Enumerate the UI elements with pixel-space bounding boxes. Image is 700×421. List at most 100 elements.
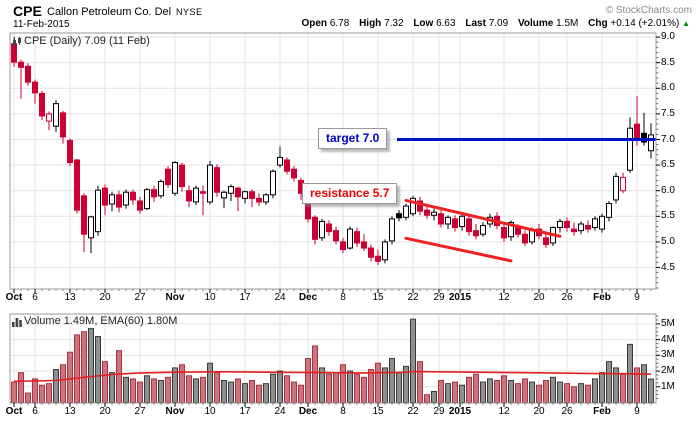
volume-bar [235, 378, 241, 404]
date-tick-label: 24 [274, 292, 286, 303]
candle-body [634, 123, 640, 139]
candle-body [319, 220, 325, 239]
candle-body [641, 132, 647, 143]
channel-trendline [404, 198, 562, 238]
candle-body [25, 65, 31, 83]
candle-body [333, 230, 339, 242]
price-tick-label: 6.0 [661, 184, 675, 196]
candle-body [375, 255, 381, 262]
open-value: 6.78 [329, 18, 350, 29]
date-tick-label: Dec [298, 406, 318, 417]
candle-body [529, 230, 535, 243]
candle-body [207, 164, 213, 203]
candle-body [438, 213, 444, 225]
chg-label: Chg [588, 18, 608, 29]
volume-bar [424, 394, 430, 404]
volume-bar [550, 376, 556, 403]
volume-bar [473, 373, 479, 404]
date-tick-label: 8 [340, 406, 346, 417]
volume-bar [81, 331, 87, 404]
price-tick-label: 4.5 [661, 261, 675, 273]
candle-body [277, 156, 283, 166]
stockcharts-watermark: © StockCharts.com [605, 5, 692, 16]
volume-bar [606, 361, 612, 403]
exchange-label: NYSE [176, 7, 203, 17]
candle-body [606, 203, 612, 218]
volume-bar [95, 335, 101, 404]
candle-body [46, 113, 52, 122]
candle-body [578, 223, 584, 232]
axis-ticks [13, 36, 660, 407]
volume-bar [221, 379, 227, 404]
candle-body [557, 220, 563, 229]
candle-body [88, 216, 94, 239]
last-value: 7.09 [488, 18, 509, 29]
candle-body [389, 218, 395, 242]
candle-body [620, 176, 626, 192]
volume-bar [109, 372, 115, 403]
candle-body [424, 209, 430, 216]
volume-bar [340, 364, 346, 404]
volume-bar [102, 361, 108, 403]
date-tick-label: 6 [32, 292, 38, 303]
candle-body [186, 190, 192, 202]
candle-body [543, 237, 549, 245]
volume-bar [347, 370, 353, 403]
volume-bar [263, 383, 269, 403]
volume-bar [214, 372, 220, 403]
date-tick-label: 6 [32, 406, 38, 417]
date-tick-label: 13 [64, 292, 76, 303]
quote-summary: Open 6.78 High 7.32 Low 6.63 Last 7.09 V… [301, 18, 690, 29]
candle-body [326, 223, 332, 233]
date-tick-label: 12 [498, 292, 510, 303]
open-label: Open [301, 18, 328, 29]
candle-body [480, 225, 486, 235]
volume-bar [354, 373, 360, 404]
date-tick-label: 13 [64, 406, 76, 417]
candle-body [368, 247, 374, 258]
date-tick-label: 29 [433, 406, 445, 417]
candle-body [39, 92, 45, 117]
volume-tick-label: 5M [661, 317, 675, 329]
volume-bar [417, 361, 423, 403]
candle-body [522, 233, 528, 244]
volume-label: Volume [517, 18, 554, 29]
volume-bar [116, 350, 122, 403]
candle-body [249, 191, 255, 199]
candle-body [431, 211, 437, 216]
date-tick-label: Oct [5, 292, 23, 303]
volume-bar [452, 381, 458, 403]
volume-bar [375, 362, 381, 404]
date-tick-label: 9 [634, 292, 640, 303]
volume-bar [445, 383, 451, 403]
candle-body [354, 231, 360, 244]
ema60-line [13, 370, 652, 383]
volume-bar [18, 372, 24, 403]
candle-body [410, 197, 416, 215]
date-tick-label: 27 [134, 406, 146, 417]
volume-bar [60, 364, 66, 404]
candle-body [599, 215, 605, 230]
volume-bar [522, 378, 528, 404]
volume-panel-legend: Volume 1.49M, EMA(60) 1.80M [24, 315, 178, 327]
candle-body [312, 216, 318, 240]
volume-bar [130, 378, 136, 404]
volume-bar [305, 357, 311, 404]
candle-body [592, 218, 598, 229]
volume-bar [53, 368, 59, 404]
target-annotation: target 7.0 [318, 128, 388, 149]
volume-bar [88, 328, 94, 403]
volume-bar [494, 379, 500, 404]
panel-borders [9, 32, 657, 404]
date-tick-label: 9 [634, 406, 640, 417]
volume-bar [172, 367, 178, 403]
volume-bar [228, 381, 234, 403]
volume-bar [256, 384, 262, 404]
low-value: 6.63 [436, 18, 456, 29]
volume-bar [144, 375, 150, 403]
volume-bar [480, 381, 486, 403]
volume-bar [501, 375, 507, 403]
volume-bar [242, 383, 248, 403]
volume-bar [25, 392, 31, 403]
